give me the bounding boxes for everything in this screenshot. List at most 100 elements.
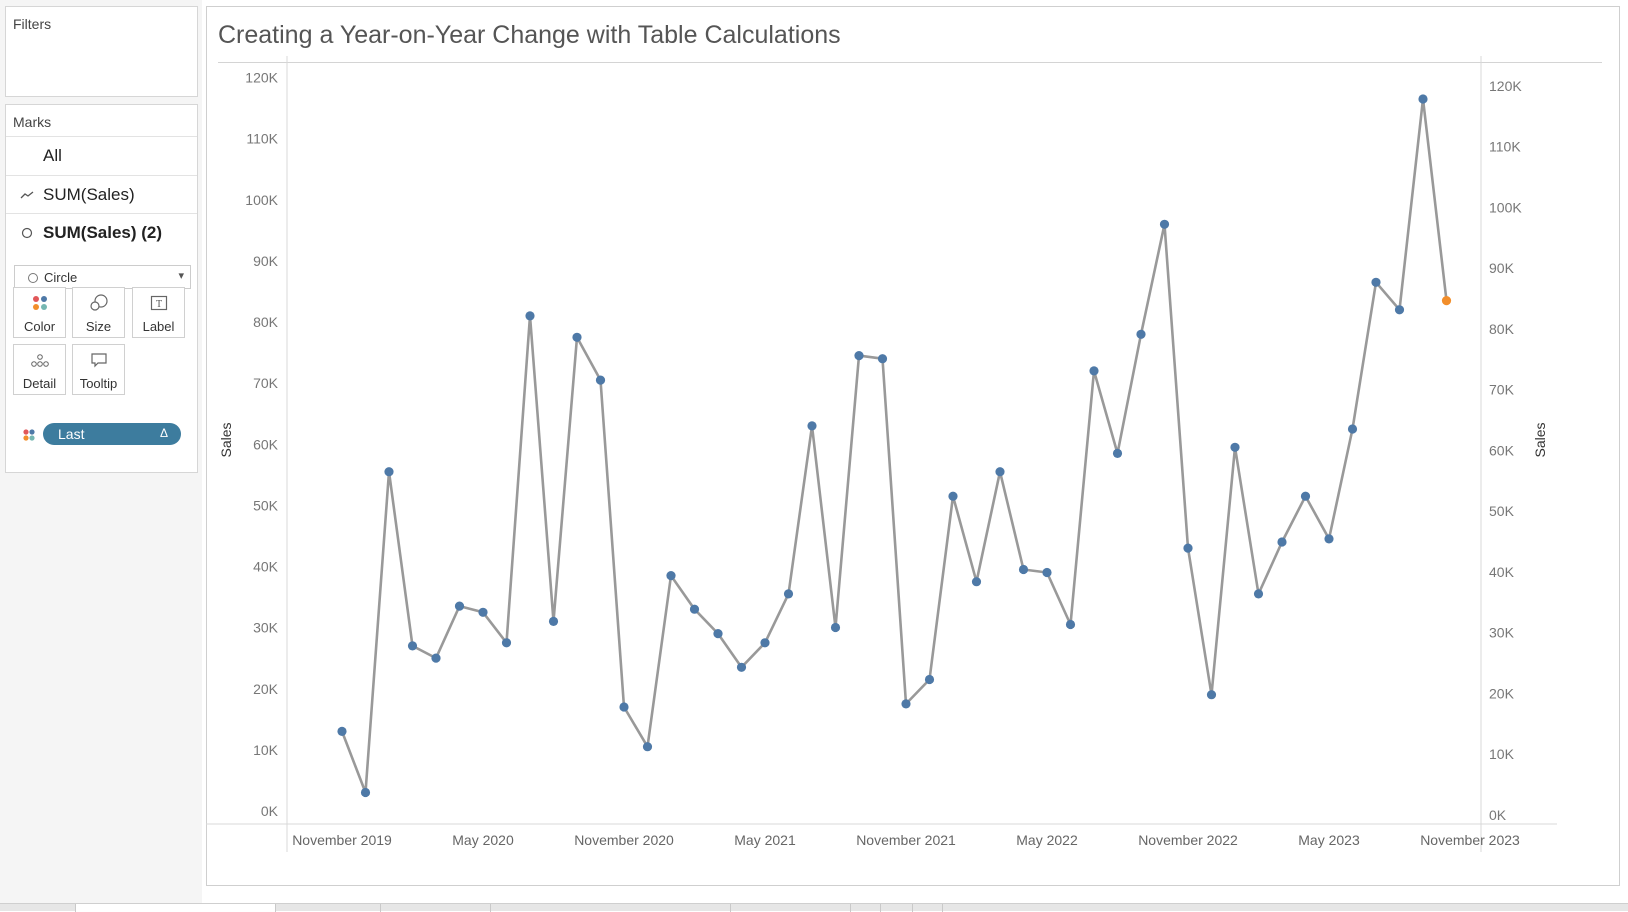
pill-label: Last <box>58 426 85 442</box>
sheet-tab-active[interactable] <box>76 904 276 912</box>
data-point[interactable] <box>830 622 841 633</box>
data-point[interactable] <box>1065 619 1076 630</box>
y-tick-label-left: 80K <box>253 314 279 330</box>
data-point[interactable] <box>1324 534 1334 544</box>
data-point[interactable] <box>642 742 653 752</box>
sheet-tab[interactable] <box>851 904 881 912</box>
data-point[interactable] <box>689 604 700 614</box>
y-tick-label-left: 0K <box>261 803 279 819</box>
color-button[interactable]: Color <box>13 287 66 338</box>
data-point[interactable] <box>666 571 676 581</box>
data-point[interactable] <box>619 702 629 712</box>
marks-tab-all[interactable]: All <box>6 136 197 175</box>
y-tick-label-right: 50K <box>1489 503 1515 519</box>
data-point[interactable] <box>572 332 582 342</box>
data-point[interactable] <box>337 726 347 737</box>
data-point[interactable] <box>1300 491 1311 501</box>
data-point[interactable] <box>360 787 371 798</box>
data-point[interactable] <box>783 589 794 599</box>
chevron-down-icon: ▾ <box>178 270 184 282</box>
data-point[interactable] <box>1112 448 1123 458</box>
y-tick-label-left: 110K <box>246 131 278 147</box>
x-tick-label: November 2021 <box>856 832 956 848</box>
sheet-tab[interactable] <box>913 904 943 912</box>
y-axis-title-right: Sales <box>1532 422 1548 457</box>
data-point[interactable] <box>1347 424 1358 434</box>
y-tick-label-left: 70K <box>253 375 279 391</box>
filters-shelf[interactable]: Filters <box>5 6 198 97</box>
filters-title: Filters <box>13 16 52 32</box>
data-point[interactable] <box>948 491 958 501</box>
data-point[interactable] <box>1394 305 1405 315</box>
data-point[interactable] <box>407 641 418 651</box>
title-divider <box>218 62 1602 63</box>
sheet-tab[interactable] <box>491 904 731 912</box>
tooltip-button-label: Tooltip <box>79 376 118 391</box>
data-point[interactable] <box>1230 442 1240 452</box>
data-point[interactable] <box>1018 564 1029 575</box>
circle-mark-icon <box>18 214 36 251</box>
y-tick-label-left: 10K <box>253 742 279 758</box>
color-button-label: Color <box>23 319 56 334</box>
data-point[interactable] <box>431 653 441 663</box>
sheet-tab[interactable] <box>276 904 381 912</box>
sheet-tab[interactable] <box>0 904 76 912</box>
data-point[interactable] <box>1277 537 1287 547</box>
marks-tab-label: SUM(Sales) <box>43 184 135 204</box>
marks-tab-sum-sales[interactable]: SUM(Sales) <box>6 175 197 213</box>
marks-tab-label: All <box>43 146 62 165</box>
label-button[interactable]: T Label <box>132 287 185 338</box>
y-tick-label-left: 40K <box>253 559 279 575</box>
data-point[interactable] <box>1042 567 1052 578</box>
x-tick-label: May 2022 <box>1016 832 1078 848</box>
tooltip-icon <box>73 351 124 371</box>
marks-card: Marks All SUM(Sales) SUM(Sales) (2) Circ… <box>5 104 198 473</box>
data-point[interactable] <box>1089 366 1099 376</box>
data-point[interactable] <box>854 351 864 361</box>
data-point[interactable] <box>901 699 911 709</box>
data-point[interactable] <box>501 638 512 648</box>
data-point[interactable] <box>971 577 982 587</box>
x-tick-label: November 2019 <box>292 832 392 848</box>
data-point[interactable] <box>877 354 888 364</box>
data-point[interactable] <box>1136 329 1146 339</box>
data-point[interactable] <box>736 662 747 672</box>
sales-line <box>340 97 1448 794</box>
data-point[interactable] <box>1206 690 1217 700</box>
data-point[interactable] <box>478 607 488 617</box>
data-point[interactable] <box>1159 219 1170 229</box>
last-data-point[interactable] <box>1441 296 1452 306</box>
sheet-tab-bar <box>0 903 1628 912</box>
data-point[interactable] <box>595 375 606 385</box>
sheet-tab[interactable] <box>881 904 913 912</box>
data-point[interactable] <box>924 674 935 685</box>
data-point[interactable] <box>1183 543 1193 553</box>
size-button[interactable]: Size <box>72 287 125 338</box>
y-tick-label-right: 80K <box>1489 321 1515 337</box>
data-point[interactable] <box>1418 94 1428 104</box>
detail-button[interactable]: Detail <box>13 344 66 395</box>
data-point[interactable] <box>384 467 394 477</box>
mark-type-dropdown[interactable]: Circle ▾ <box>14 265 191 289</box>
y-tick-label-right: 90K <box>1489 260 1515 276</box>
data-point[interactable] <box>454 601 465 611</box>
data-point[interactable] <box>760 638 770 648</box>
y-tick-label-right: 100K <box>1489 199 1522 215</box>
data-point[interactable] <box>995 467 1005 477</box>
data-point[interactable] <box>525 311 535 321</box>
data-point[interactable] <box>807 421 817 431</box>
y-tick-label-left: 90K <box>253 253 279 269</box>
y-tick-label-left: 100K <box>245 192 278 208</box>
data-point[interactable] <box>1253 589 1264 599</box>
data-point[interactable] <box>548 616 559 627</box>
text-label-icon: T <box>133 294 184 314</box>
data-point[interactable] <box>1371 277 1381 287</box>
marks-tab-sum-sales-2[interactable]: SUM(Sales) (2) <box>6 213 197 251</box>
tooltip-button[interactable]: Tooltip <box>72 344 125 395</box>
sheet-tab[interactable] <box>731 904 851 912</box>
last-color-pill[interactable]: Last Δ <box>43 423 181 445</box>
sheet-tab[interactable] <box>381 904 491 912</box>
data-point[interactable] <box>713 629 723 639</box>
y-tick-label-left: 60K <box>253 436 279 452</box>
line-chart[interactable]: 0K 0K 10K 10K 20K 20K 30K 30K 40K 40K 50K 50K 60K 60K… <box>206 56 1620 884</box>
